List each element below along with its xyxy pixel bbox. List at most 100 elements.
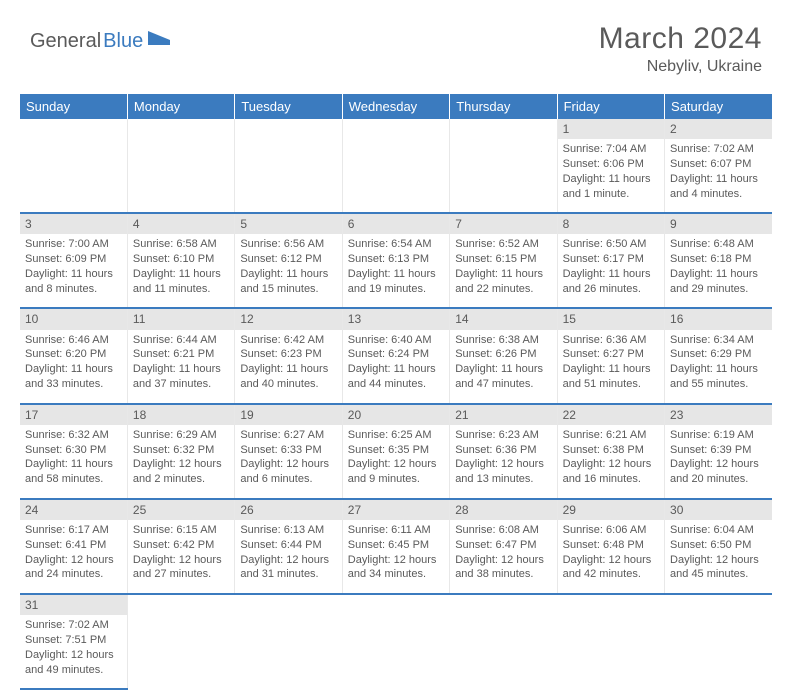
content-row: Sunrise: 7:02 AMSunset: 7:51 PMDaylight:…: [20, 615, 772, 689]
day-number: 18: [127, 404, 234, 425]
day-cell: Sunrise: 6:32 AMSunset: 6:30 PMDaylight:…: [20, 425, 127, 499]
day-cell: Sunrise: 6:15 AMSunset: 6:42 PMDaylight:…: [127, 520, 234, 594]
day-cell: Sunrise: 6:50 AMSunset: 6:17 PMDaylight:…: [557, 234, 664, 308]
weekday-header: Sunday: [20, 94, 127, 119]
day-number: 1: [557, 119, 664, 139]
day-cell: Sunrise: 6:21 AMSunset: 6:38 PMDaylight:…: [557, 425, 664, 499]
day-cell: Sunrise: 6:11 AMSunset: 6:45 PMDaylight:…: [342, 520, 449, 594]
weekday-header: Tuesday: [235, 94, 342, 119]
day-cell: [342, 615, 449, 689]
day-cell: [665, 615, 772, 689]
day-cell: Sunrise: 6:23 AMSunset: 6:36 PMDaylight:…: [450, 425, 557, 499]
month-title: March 2024: [599, 22, 762, 56]
day-number: 12: [235, 308, 342, 329]
day-number: 15: [557, 308, 664, 329]
day-cell: [127, 615, 234, 689]
weekday-header: Monday: [127, 94, 234, 119]
content-row: Sunrise: 6:17 AMSunset: 6:41 PMDaylight:…: [20, 520, 772, 594]
brand-text-2: Blue: [103, 30, 143, 53]
weekday-header: Saturday: [665, 94, 772, 119]
weekday-header: Wednesday: [342, 94, 449, 119]
day-number: 5: [235, 213, 342, 234]
daynum-row: 3456789: [20, 213, 772, 234]
day-cell: Sunrise: 7:02 AMSunset: 6:07 PMDaylight:…: [665, 139, 772, 213]
day-cell: Sunrise: 7:00 AMSunset: 6:09 PMDaylight:…: [20, 234, 127, 308]
flag-icon: [148, 31, 170, 52]
day-number: 30: [665, 499, 772, 520]
day-cell: Sunrise: 6:52 AMSunset: 6:15 PMDaylight:…: [450, 234, 557, 308]
day-number: 29: [557, 499, 664, 520]
day-number: 21: [450, 404, 557, 425]
day-cell: [235, 139, 342, 213]
day-cell: Sunrise: 6:36 AMSunset: 6:27 PMDaylight:…: [557, 330, 664, 404]
day-cell: Sunrise: 6:54 AMSunset: 6:13 PMDaylight:…: [342, 234, 449, 308]
day-number: 24: [20, 499, 127, 520]
day-number: 19: [235, 404, 342, 425]
weekday-header: Friday: [557, 94, 664, 119]
day-number: 25: [127, 499, 234, 520]
day-cell: Sunrise: 6:46 AMSunset: 6:20 PMDaylight:…: [20, 330, 127, 404]
weekday-header: Thursday: [450, 94, 557, 119]
daynum-row: 24252627282930: [20, 499, 772, 520]
title-block: March 2024 Nebyliv, Ukraine: [599, 22, 762, 76]
day-number: 11: [127, 308, 234, 329]
day-cell: Sunrise: 6:40 AMSunset: 6:24 PMDaylight:…: [342, 330, 449, 404]
day-number: 10: [20, 308, 127, 329]
day-number: 26: [235, 499, 342, 520]
day-cell: Sunrise: 6:56 AMSunset: 6:12 PMDaylight:…: [235, 234, 342, 308]
day-cell: [20, 139, 127, 213]
day-cell: Sunrise: 7:04 AMSunset: 6:06 PMDaylight:…: [557, 139, 664, 213]
brand-logo: General Blue: [30, 30, 170, 53]
day-cell: Sunrise: 6:19 AMSunset: 6:39 PMDaylight:…: [665, 425, 772, 499]
content-row: Sunrise: 6:46 AMSunset: 6:20 PMDaylight:…: [20, 330, 772, 404]
day-cell: Sunrise: 6:34 AMSunset: 6:29 PMDaylight:…: [665, 330, 772, 404]
day-cell: Sunrise: 6:38 AMSunset: 6:26 PMDaylight:…: [450, 330, 557, 404]
weekday-header-row: Sunday Monday Tuesday Wednesday Thursday…: [20, 94, 772, 119]
day-number: 13: [342, 308, 449, 329]
day-cell: Sunrise: 6:42 AMSunset: 6:23 PMDaylight:…: [235, 330, 342, 404]
day-number: 6: [342, 213, 449, 234]
day-number: 2: [665, 119, 772, 139]
day-cell: Sunrise: 6:17 AMSunset: 6:41 PMDaylight:…: [20, 520, 127, 594]
day-cell: [235, 615, 342, 689]
day-cell: Sunrise: 6:27 AMSunset: 6:33 PMDaylight:…: [235, 425, 342, 499]
day-cell: Sunrise: 6:13 AMSunset: 6:44 PMDaylight:…: [235, 520, 342, 594]
day-number: 22: [557, 404, 664, 425]
day-number: 9: [665, 213, 772, 234]
day-cell: [557, 615, 664, 689]
location-label: Nebyliv, Ukraine: [599, 58, 762, 76]
day-number: 28: [450, 499, 557, 520]
day-number: 16: [665, 308, 772, 329]
day-cell: Sunrise: 6:25 AMSunset: 6:35 PMDaylight:…: [342, 425, 449, 499]
day-cell: Sunrise: 6:06 AMSunset: 6:48 PMDaylight:…: [557, 520, 664, 594]
day-number: 3: [20, 213, 127, 234]
day-number: [235, 119, 342, 139]
day-number: 8: [557, 213, 664, 234]
day-cell: Sunrise: 6:48 AMSunset: 6:18 PMDaylight:…: [665, 234, 772, 308]
page-header: General Blue March 2024 Nebyliv, Ukraine: [0, 0, 792, 86]
day-number: [127, 119, 234, 139]
day-number: 14: [450, 308, 557, 329]
content-row: Sunrise: 7:04 AMSunset: 6:06 PMDaylight:…: [20, 139, 772, 213]
day-number: [450, 119, 557, 139]
day-cell: Sunrise: 6:04 AMSunset: 6:50 PMDaylight:…: [665, 520, 772, 594]
day-number: [342, 119, 449, 139]
day-cell: [127, 139, 234, 213]
day-number: 20: [342, 404, 449, 425]
day-cell: Sunrise: 6:58 AMSunset: 6:10 PMDaylight:…: [127, 234, 234, 308]
day-cell: Sunrise: 6:08 AMSunset: 6:47 PMDaylight:…: [450, 520, 557, 594]
day-cell: [450, 139, 557, 213]
day-number: 7: [450, 213, 557, 234]
day-cell: Sunrise: 6:44 AMSunset: 6:21 PMDaylight:…: [127, 330, 234, 404]
day-number: 17: [20, 404, 127, 425]
day-cell: [450, 615, 557, 689]
day-cell: Sunrise: 7:02 AMSunset: 7:51 PMDaylight:…: [20, 615, 127, 689]
daynum-row: 17181920212223: [20, 404, 772, 425]
day-number: 4: [127, 213, 234, 234]
day-number: [20, 119, 127, 139]
content-row: Sunrise: 6:32 AMSunset: 6:30 PMDaylight:…: [20, 425, 772, 499]
day-cell: [342, 139, 449, 213]
calendar-table: Sunday Monday Tuesday Wednesday Thursday…: [20, 94, 772, 690]
content-row: Sunrise: 7:00 AMSunset: 6:09 PMDaylight:…: [20, 234, 772, 308]
brand-text-1: General: [30, 30, 101, 53]
